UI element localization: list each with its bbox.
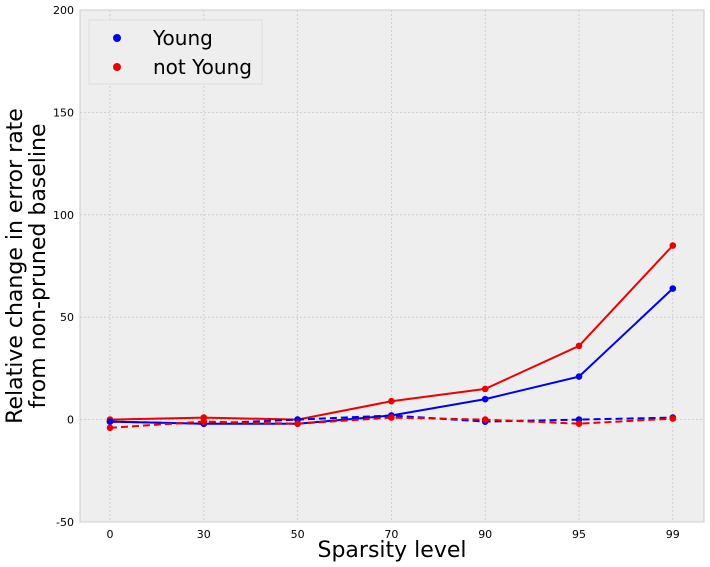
y-tick-label: 150 bbox=[53, 106, 74, 119]
legend-label-young: Young bbox=[152, 26, 213, 50]
data-point bbox=[481, 385, 489, 393]
y-tick-label: 50 bbox=[60, 311, 74, 324]
data-point bbox=[575, 373, 583, 380]
data-point bbox=[481, 416, 489, 423]
legend: Young not Young bbox=[88, 19, 263, 85]
y-axis-title-line-2: from non-pruned baseline bbox=[26, 123, 51, 408]
x-axis-title: Sparsity level bbox=[318, 538, 467, 563]
x-tick-label: 95 bbox=[572, 528, 586, 541]
x-tick-label: 0 bbox=[107, 528, 114, 541]
data-point bbox=[200, 418, 208, 425]
y-tick-label: 100 bbox=[53, 209, 74, 222]
data-point bbox=[388, 414, 395, 421]
x-tick-label: 70 bbox=[384, 528, 398, 541]
data-point bbox=[669, 242, 677, 249]
data-point bbox=[575, 420, 583, 427]
series-not-young-dashed bbox=[106, 414, 677, 432]
data-point bbox=[106, 418, 114, 425]
legend-marker-young bbox=[113, 34, 121, 42]
grid bbox=[80, 9, 704, 523]
x-tick-label: 99 bbox=[666, 528, 680, 541]
plot-area bbox=[79, 9, 705, 523]
data-point bbox=[669, 415, 677, 422]
series bbox=[106, 242, 677, 432]
x-tick-label: 30 bbox=[197, 528, 211, 541]
x-axis-ticks: 0 30 50 70 90 95 99 bbox=[107, 528, 680, 541]
y-axis-ticks: -50 0 50 100 150 200 bbox=[53, 4, 74, 529]
y-tick-label: 0 bbox=[67, 414, 74, 427]
y-tick-label: 200 bbox=[53, 4, 74, 17]
data-point bbox=[106, 424, 114, 432]
data-point bbox=[294, 420, 301, 427]
data-point bbox=[669, 285, 677, 292]
data-point bbox=[575, 342, 583, 350]
data-point bbox=[388, 397, 395, 405]
y-tick-label: -50 bbox=[56, 516, 74, 529]
legend-marker-not-young bbox=[113, 63, 121, 71]
x-tick-label: 50 bbox=[291, 528, 305, 541]
y-axis-title-line-1: Relative change in error rate bbox=[3, 108, 28, 424]
legend-label-not-young: not Young bbox=[153, 55, 252, 79]
x-tick-label: 90 bbox=[478, 528, 492, 541]
data-point bbox=[481, 395, 489, 403]
legend-box bbox=[88, 19, 263, 85]
